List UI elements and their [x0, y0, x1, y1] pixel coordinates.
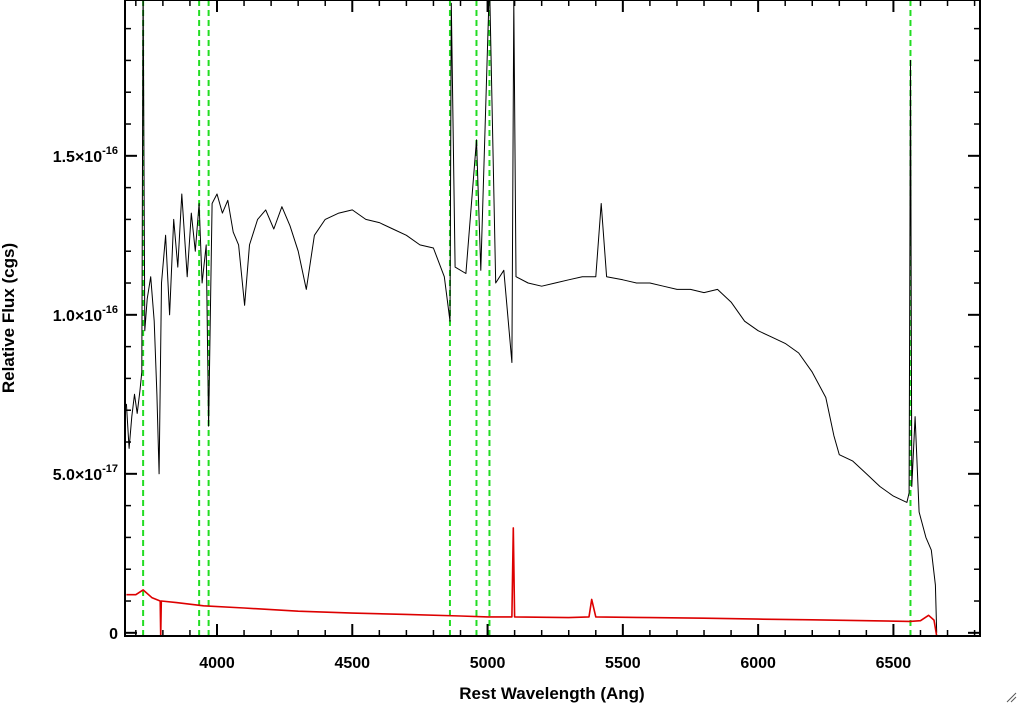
y-axis-title: Relative Flux (cgs) [0, 243, 18, 393]
plot-frame [124, 0, 981, 637]
x-tick-label: 5500 [605, 655, 641, 672]
x-tick-label: 4500 [334, 655, 370, 672]
reference-lines [142, 0, 912, 636]
resize-grip-icon[interactable] [1005, 691, 1017, 703]
series-layer [125, 0, 938, 636]
y-axis: 0 5.0×10-17 1.0×10-16 1.5×10-16 [53, 27, 980, 643]
series-line-1 [126, 527, 938, 636]
x-tick-label: 6500 [876, 655, 912, 672]
y-tick-label: 5.0×10-17 [53, 463, 118, 484]
y-tick-label: 0 [109, 626, 118, 643]
x-tick-label: 5000 [470, 655, 506, 672]
series-line-0 [125, 0, 938, 633]
x-axis-title: Rest Wavelength (Ang) [459, 684, 644, 703]
y-tick-label: 1.0×10-16 [53, 304, 118, 325]
x-tick-label: 4000 [199, 655, 235, 672]
y-tick-label: 1.5×10-16 [53, 145, 118, 166]
x-axis: 4000 4500 5000 5500 6000 6500 [135, 0, 976, 672]
x-tick-label: 6000 [740, 655, 776, 672]
